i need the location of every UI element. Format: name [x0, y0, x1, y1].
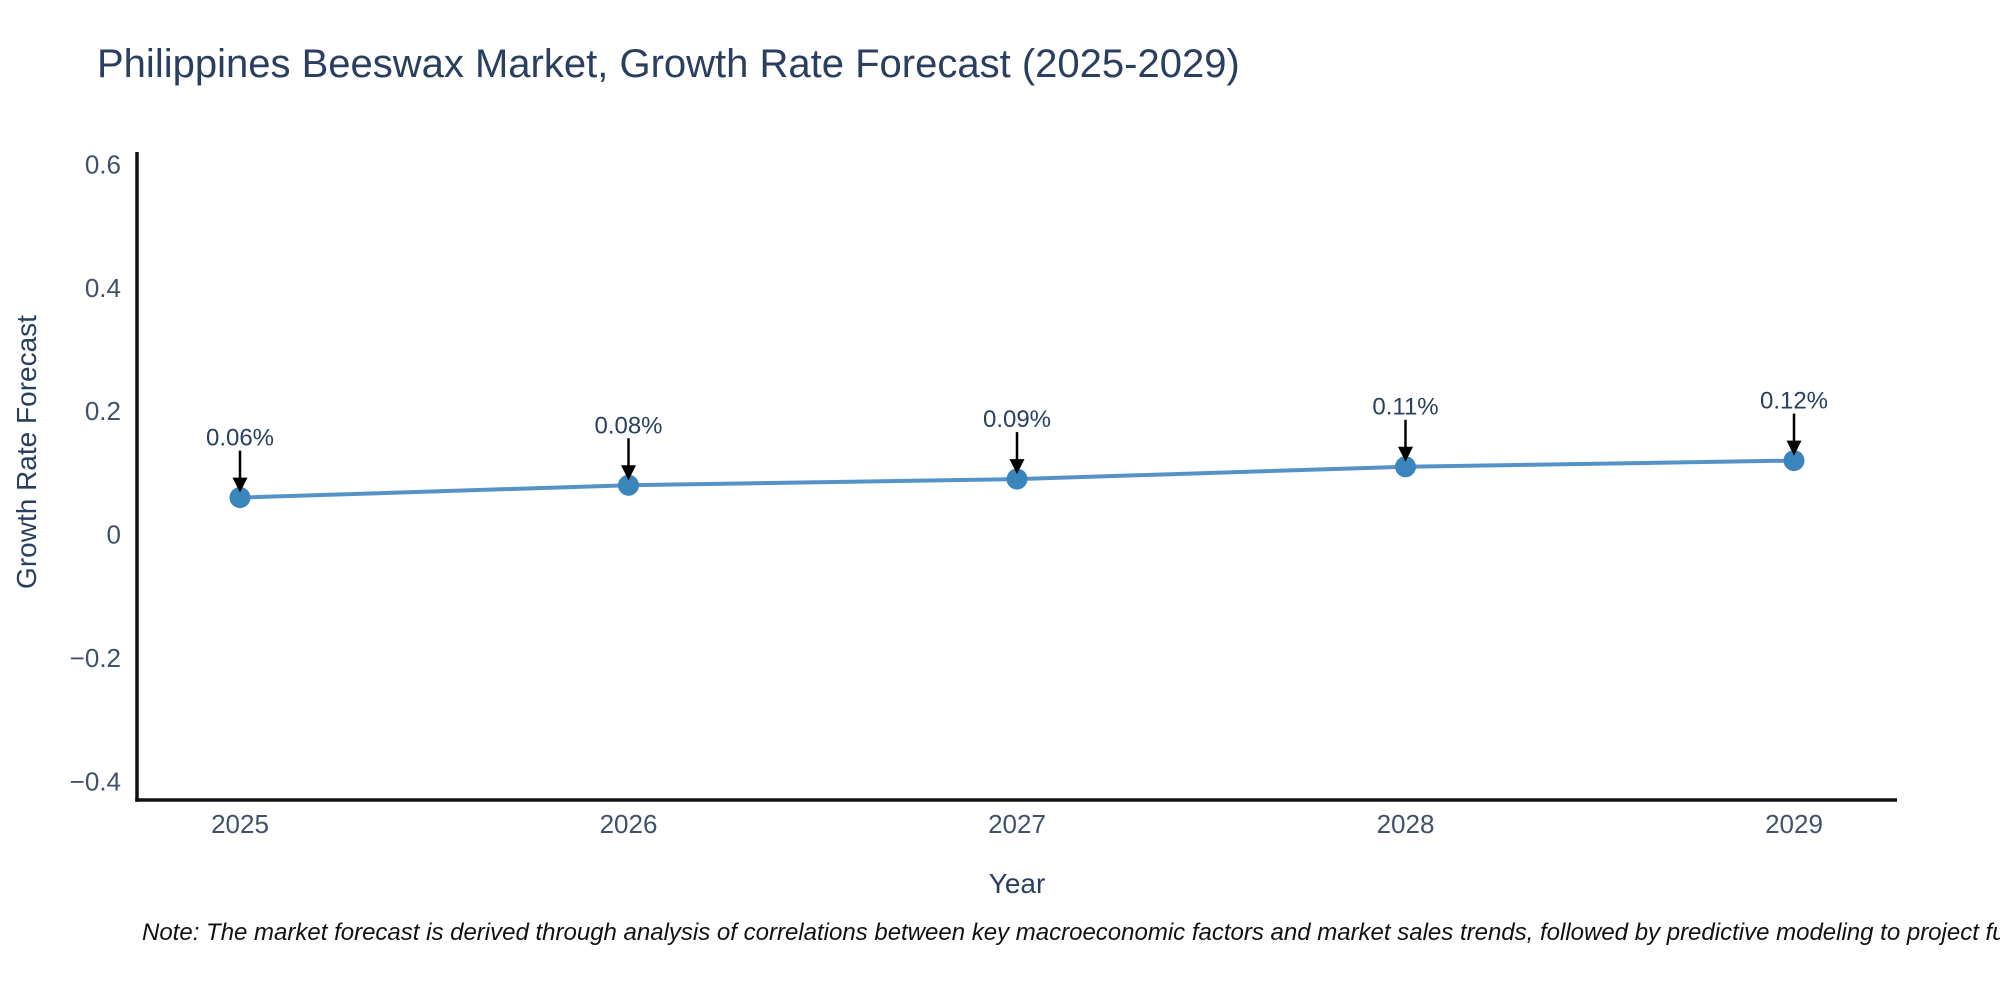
annotation-arrowhead	[1786, 440, 1802, 456]
data-point-label: 0.06%	[206, 425, 274, 452]
x-tick-label: 2025	[211, 809, 269, 839]
footnote: Note: The market forecast is derived thr…	[142, 919, 2000, 946]
x-tick-label: 2028	[1377, 809, 1435, 839]
annotation-arrowhead	[232, 477, 248, 493]
data-point-label: 0.08%	[594, 412, 662, 439]
data-point-marker	[1783, 450, 1805, 472]
annotation-arrowhead	[1009, 459, 1025, 475]
y-tick-label: 0.6	[85, 149, 121, 179]
data-point-label: 0.09%	[983, 406, 1051, 433]
data-point-marker	[229, 487, 251, 509]
x-axis-title: Year	[988, 868, 1046, 899]
y-tick-label: 0.2	[85, 396, 121, 426]
annotation-arrowhead	[621, 465, 636, 481]
y-tick-label: 0	[107, 520, 121, 550]
data-point-label: 0.12%	[1760, 388, 1828, 415]
data-point-marker	[618, 474, 639, 496]
y-tick-label: −0.4	[70, 766, 121, 796]
y-tick-label: 0.4	[85, 273, 121, 303]
data-point-marker	[1395, 456, 1416, 478]
chart-title: Philippines Beeswax Market, Growth Rate …	[97, 42, 1240, 86]
y-axis-title: Growth Rate Forecast	[11, 315, 42, 589]
x-tick-label: 2026	[600, 809, 658, 839]
x-tick-label: 2029	[1765, 809, 1823, 839]
annotation-arrowhead	[1398, 446, 1413, 462]
data-point-label: 0.11%	[1372, 394, 1438, 421]
y-tick-label: −0.2	[70, 643, 121, 673]
data-point-marker	[1006, 468, 1028, 490]
x-tick-label: 2027	[988, 809, 1046, 839]
